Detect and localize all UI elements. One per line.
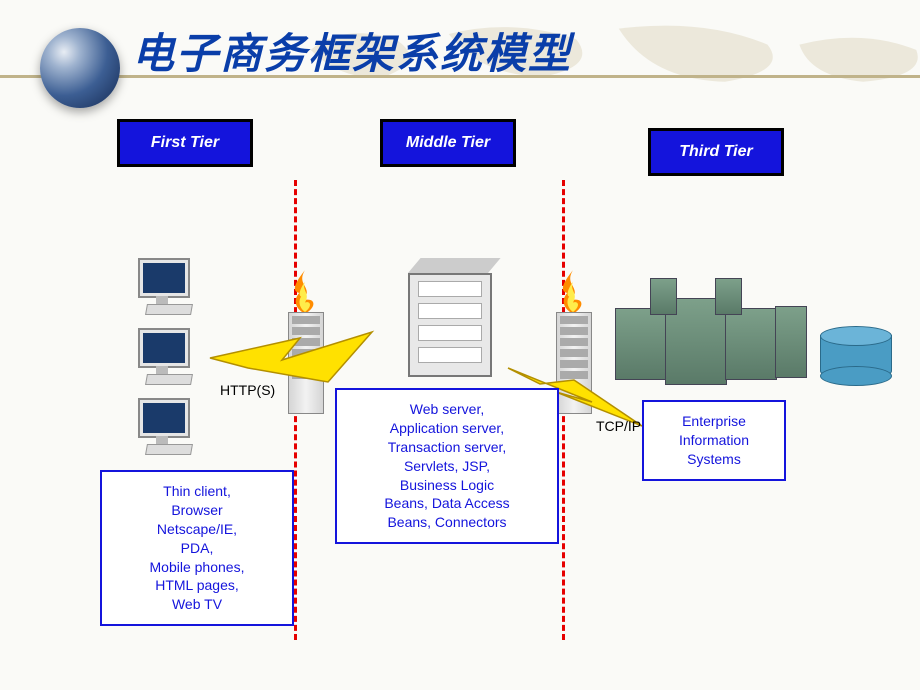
protocol-label-http: HTTP(S) [220, 382, 275, 398]
tier-box-first: First Tier [117, 119, 253, 167]
client-computer-icon [138, 398, 198, 453]
desc-line: Business Logic [347, 476, 547, 495]
tier-box-third: Third Tier [648, 128, 784, 176]
desc-line: PDA, [112, 539, 282, 558]
tier-label: Third Tier [679, 143, 753, 161]
tier-label: First Tier [151, 134, 219, 152]
client-computer-icon [138, 328, 198, 383]
desc-line: Beans, Connectors [347, 513, 547, 532]
title-bar: 电子商务框架系统模型 [0, 28, 920, 78]
globe-icon [40, 28, 120, 108]
tier-label: Middle Tier [406, 134, 490, 152]
client-computer-icon [138, 258, 198, 313]
database-icon [820, 326, 890, 386]
desc-line: Netscape/IE, [112, 520, 282, 539]
desc-line: HTML pages, [112, 576, 282, 595]
enterprise-system-icon [615, 278, 805, 388]
firewall-flame-icon [554, 268, 592, 316]
desc-line: Systems [654, 450, 774, 469]
firewall-tower-icon [288, 312, 324, 414]
desc-line: Thin client, [112, 482, 282, 501]
firewall-flame-icon [286, 268, 324, 316]
desc-line: Application server, [347, 419, 547, 438]
desc-box-first-tier: Thin client, Browser Netscape/IE, PDA, M… [100, 470, 294, 626]
app-server-icon [388, 258, 508, 378]
desc-line: Enterprise [654, 412, 774, 431]
desc-line: Web TV [112, 595, 282, 614]
tier-box-middle: Middle Tier [380, 119, 516, 167]
firewall-tower-icon [556, 312, 592, 414]
desc-box-third-tier: Enterprise Information Systems [642, 400, 786, 481]
desc-line: Information [654, 431, 774, 450]
desc-line: Browser [112, 501, 282, 520]
page-title: 电子商务框架系统模型 [132, 20, 572, 81]
desc-line: Servlets, JSP, [347, 457, 547, 476]
diagram-stage: 电子商务框架系统模型 First Tier Middle Tier Third … [0, 0, 920, 690]
desc-line: Transaction server, [347, 438, 547, 457]
desc-line: Web server, [347, 400, 547, 419]
desc-line: Mobile phones, [112, 558, 282, 577]
desc-box-middle-tier: Web server, Application server, Transact… [335, 388, 559, 544]
desc-line: Beans, Data Access [347, 494, 547, 513]
protocol-label-tcpip: TCP/IP [596, 418, 641, 434]
